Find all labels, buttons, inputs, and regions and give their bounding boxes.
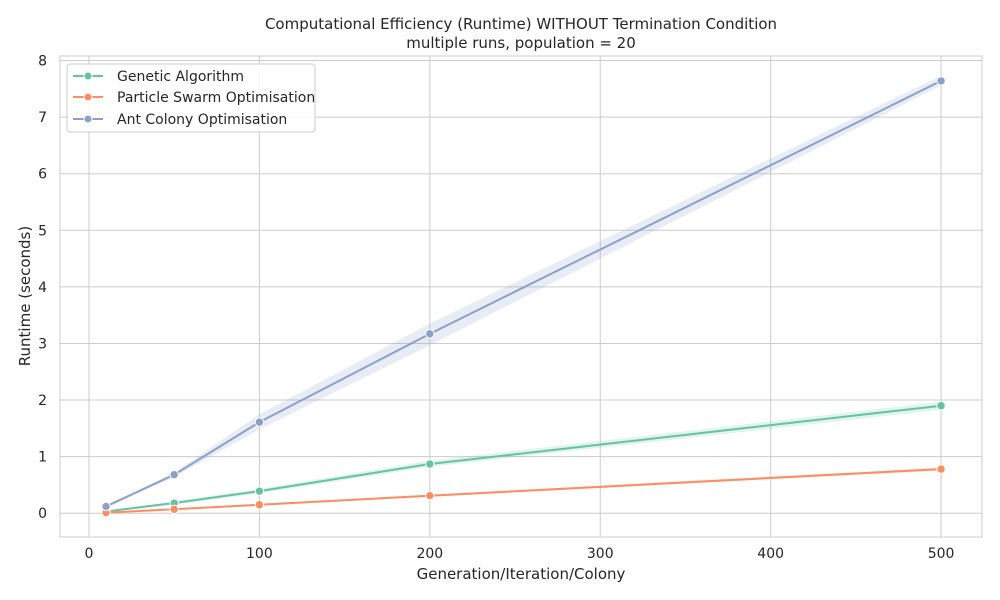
legend-swatch-marker [83, 92, 93, 102]
legend: Genetic Algorithm Particle Swarm Optimis… [66, 63, 316, 133]
particle-swarm-optimisation-point [425, 490, 435, 501]
y-tick-labels: 0 1 2 3 4 5 6 7 8 [38, 54, 47, 523]
x-tick-label: 200 [416, 546, 443, 562]
chart-title: Computational Efficiency (Runtime) WITHO… [265, 15, 777, 33]
y-tick-label: 5 [38, 223, 47, 239]
y-tick-label: 1 [38, 450, 47, 466]
series-markers [101, 76, 946, 518]
y-axis-label: Runtime (seconds) [16, 226, 34, 366]
confidence-bands [106, 75, 942, 513]
legend-label: Genetic Algorithm [117, 69, 244, 85]
legend-item-genetic-algorithm: Genetic Algorithm [73, 69, 244, 85]
particle-swarm-optimisation-point [936, 464, 946, 474]
x-tick-label: 300 [587, 546, 614, 562]
ant-colony-optimisation-point [254, 417, 265, 427]
x-tick-label: 400 [757, 546, 784, 562]
x-axis-label: Generation/Iteration/Colony [417, 565, 626, 583]
genetic-algorithm-point [254, 486, 265, 496]
particle-swarm-optimisation-line [105, 468, 942, 514]
y-tick-label: 2 [38, 393, 47, 409]
x-tick-label: 0 [85, 546, 94, 562]
y-tick-label: 3 [38, 336, 47, 352]
genetic-algorithm-point [936, 401, 946, 411]
ant-colony-optimisation-point [101, 501, 111, 512]
grid [60, 56, 982, 537]
ant-colony-optimisation-confidence-band [106, 75, 942, 508]
particle-swarm-optimisation-point [254, 500, 265, 510]
legend-label: Particle Swarm Optimisation [117, 90, 315, 106]
y-tick-label: 8 [38, 54, 47, 70]
ant-colony-optimisation-point [425, 329, 435, 339]
x-tick-label: 500 [928, 546, 955, 562]
ant-colony-optimisation-point [936, 76, 946, 86]
legend-item-particle-swarm-optimisation: Particle Swarm Optimisation [73, 90, 315, 106]
legend-item-ant-colony-optimisation: Ant Colony Optimisation [73, 112, 287, 128]
x-tick-label: 100 [246, 546, 273, 562]
legend-swatch-marker [83, 114, 93, 124]
ant-colony-optimisation-point [169, 470, 179, 480]
plot-frame [59, 55, 983, 538]
y-tick-label: 4 [38, 280, 47, 296]
x-tick-labels: 0 100 200 300 400 500 [85, 546, 955, 562]
legend-swatch-marker [83, 71, 93, 81]
legend-frame [66, 63, 316, 133]
y-tick-label: 6 [38, 167, 47, 183]
chart-subtitle: multiple runs, population = 20 [406, 34, 636, 52]
particle-swarm-optimisation-point [169, 504, 179, 514]
y-tick-label: 7 [38, 110, 47, 126]
legend-label: Ant Colony Optimisation [117, 112, 287, 128]
y-tick-label: 0 [38, 506, 47, 522]
genetic-algorithm-point [425, 459, 435, 469]
